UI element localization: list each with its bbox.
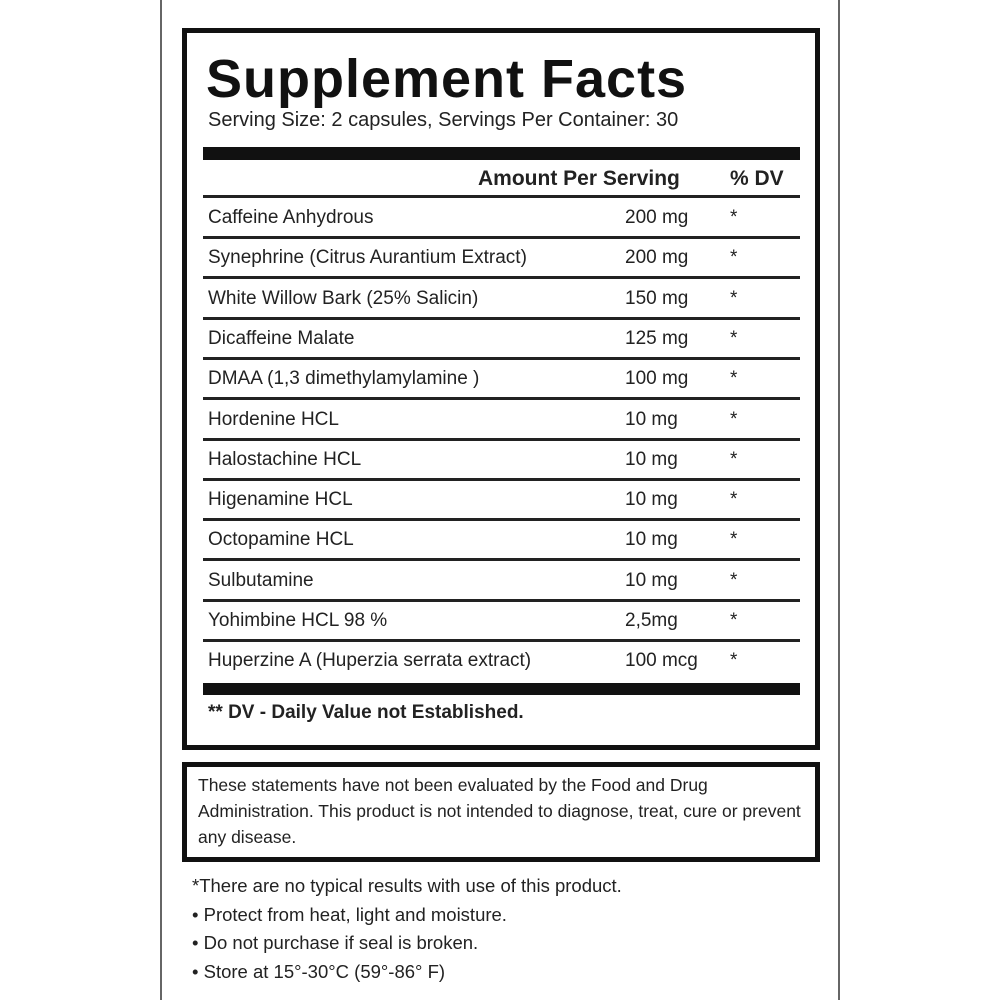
thick-bar <box>203 147 800 160</box>
ingredient-dv: * <box>730 247 738 269</box>
ingredient-amount: 10 mg <box>625 448 678 470</box>
note: • Protect from heat, light and moisture. <box>192 903 507 925</box>
ingredient-name: Sulbutamine <box>208 569 314 591</box>
ingredient-dv: * <box>730 448 738 470</box>
ingredient-amount: 200 mg <box>625 247 689 269</box>
ingredient-name: Synephrine (Citrus Aurantium Extract) <box>208 247 527 269</box>
ingredient-amount: 200 mg <box>625 207 689 228</box>
title: Supplement Facts <box>206 49 688 109</box>
note: • Store at 15°-30°C (59°-86° F) <box>192 960 446 982</box>
ingredient-name: White Willow Bark (25% Salicin) <box>208 287 479 309</box>
column-amount: Amount Per Serving <box>478 167 680 190</box>
ingredient-amount: 10 mg <box>625 569 678 591</box>
row-line <box>203 397 800 401</box>
row-line <box>203 356 800 360</box>
disclaimer: These statements have not been evaluated… <box>198 775 801 847</box>
ingredient-dv: * <box>730 287 738 309</box>
row-line <box>203 316 800 320</box>
ingredient-amount: 10 mg <box>625 408 678 430</box>
row-line <box>203 518 800 522</box>
row-line <box>203 195 800 198</box>
ingredient-name: DMAA (1,3 dimethylamylamine ) <box>208 368 480 390</box>
thick-bar <box>203 683 800 695</box>
ingredient-dv: * <box>730 569 738 591</box>
ingredient-dv: * <box>730 650 738 672</box>
row-line <box>203 477 800 481</box>
row-line <box>203 558 800 562</box>
panel-edge <box>160 0 162 1000</box>
ingredient-dv: * <box>730 368 738 390</box>
ingredient-amount: 2,5mg <box>625 610 678 631</box>
ingredient-name: Higenamine HCL <box>208 489 353 511</box>
ingredient-dv: * <box>730 610 738 631</box>
ingredient-dv: * <box>730 489 738 511</box>
ingredient-name: Octopamine HCL <box>208 529 354 551</box>
column-dv: % DV <box>730 167 784 190</box>
footnote: ** DV - Daily Value not Established. <box>208 702 524 723</box>
row-line <box>203 598 800 602</box>
row-line <box>203 639 800 642</box>
note: • Do not purchase if seal is broken. <box>192 932 479 953</box>
panel-edge <box>838 0 840 1000</box>
row-line <box>203 437 800 441</box>
ingredient-amount: 150 mg <box>625 287 689 309</box>
ingredient-amount: 10 mg <box>625 529 678 551</box>
ingredient-dv: * <box>730 207 738 228</box>
ingredient-name: Dicaffeine Malate <box>208 327 355 349</box>
ingredient-amount: 10 mg <box>625 489 678 511</box>
ingredient-dv: * <box>730 408 738 430</box>
ingredient-amount: 100 mg <box>625 368 689 390</box>
ingredient-name: Yohimbine HCL 98 % <box>208 610 388 631</box>
ingredient-name: Huperzine A (Huperzia serrata extract) <box>208 650 532 672</box>
row-line <box>203 276 800 280</box>
ingredient-amount: 125 mg <box>625 327 689 349</box>
serving: Serving Size: 2 capsules, Servings Per C… <box>208 109 679 131</box>
disclaimer-box <box>182 762 820 862</box>
facts-box <box>182 28 820 750</box>
ingredient-name: Halostachine HCL <box>208 448 362 470</box>
ingredient-dv: * <box>730 529 738 551</box>
ingredient-amount: 100 mcg <box>625 650 698 672</box>
ingredient-name: Caffeine Anhydrous <box>208 207 374 228</box>
ingredient-dv: * <box>730 327 738 349</box>
ingredient-name: Hordenine HCL <box>208 408 339 430</box>
row-line <box>203 236 800 239</box>
note: *There are no typical results with use o… <box>192 875 622 896</box>
